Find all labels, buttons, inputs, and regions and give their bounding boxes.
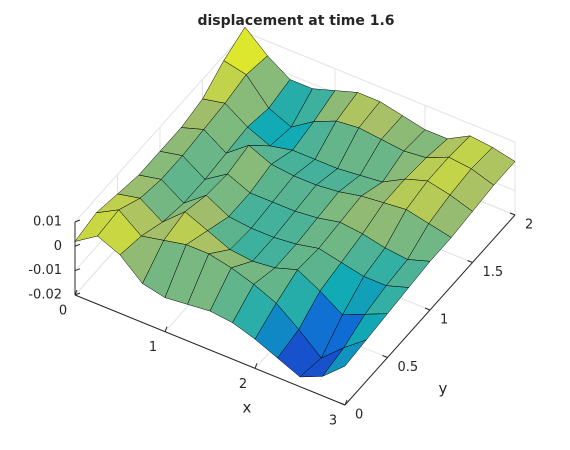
z-tick-label: 0.01 <box>33 215 62 230</box>
y-axis-label: y <box>439 380 448 398</box>
x-axis-label: x <box>243 399 252 417</box>
y-tick <box>467 260 473 263</box>
z-tick-label: -0.01 <box>28 263 62 278</box>
y-tick-label: 0.5 <box>398 360 419 375</box>
surface-patch <box>322 339 367 377</box>
x-tick-label: 2 <box>239 377 247 392</box>
z-tick <box>74 243 81 247</box>
z-tick <box>74 268 81 272</box>
grid-line <box>74 31 246 223</box>
y-tick-label: 2 <box>525 218 533 233</box>
y-tick-label: 0 <box>355 408 363 423</box>
x-tick <box>74 289 78 296</box>
z-tick-label: -0.02 <box>28 288 62 303</box>
x-tick <box>254 363 258 369</box>
x-axis <box>74 294 346 406</box>
x-tick-label: 0 <box>59 304 67 319</box>
x-tick <box>164 326 168 332</box>
y-tick-label: 1.5 <box>483 265 504 280</box>
z-tick <box>74 292 81 296</box>
grid-line <box>244 31 516 143</box>
y-tick <box>509 212 516 216</box>
x-tick <box>344 399 348 406</box>
z-tick-label: 0 <box>54 239 62 254</box>
y-tick-label: 1 <box>440 313 448 328</box>
y-tick <box>424 307 431 311</box>
y-tick <box>339 402 346 406</box>
z-tick <box>74 219 81 223</box>
chart-title: displacement at time 1.6 <box>197 13 394 29</box>
x-tick-label: 3 <box>329 414 337 429</box>
x-tick-label: 1 <box>149 340 157 355</box>
y-tick <box>382 355 388 358</box>
